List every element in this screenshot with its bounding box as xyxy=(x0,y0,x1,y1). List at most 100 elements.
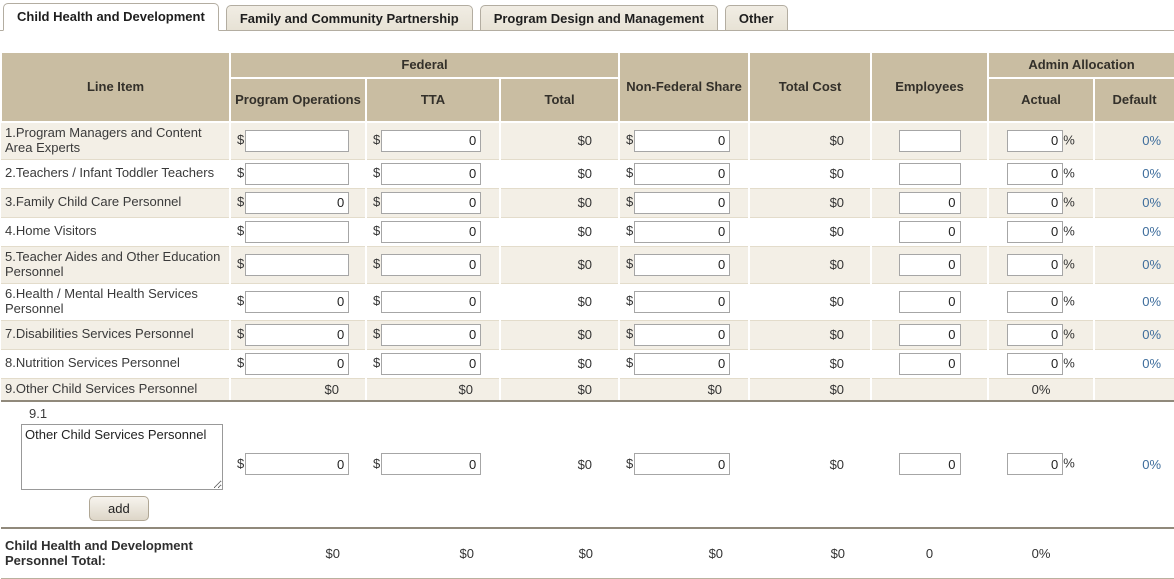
default-link[interactable]: 0% xyxy=(1142,133,1162,149)
tta-input[interactable] xyxy=(381,253,482,276)
default-link[interactable]: 0% xyxy=(1142,456,1162,472)
employees-input[interactable] xyxy=(898,352,961,375)
employees-total: 0 xyxy=(871,527,989,579)
tta-input[interactable] xyxy=(381,352,482,375)
default-link[interactable]: 0% xyxy=(1142,257,1162,273)
table-row: 7.Disabilities Services Personnel $ $ $0 $ $0… xyxy=(1,320,1174,350)
non-federal-share-input[interactable] xyxy=(634,129,731,152)
add-button[interactable]: add xyxy=(89,495,149,521)
default-allocation-cell: 0% xyxy=(1094,188,1174,218)
non-federal-share-input[interactable] xyxy=(634,323,731,346)
employees-cell xyxy=(871,320,990,350)
federal-total-value: $0 xyxy=(500,320,621,350)
actual-input[interactable] xyxy=(1007,220,1064,243)
non-federal-share-input[interactable] xyxy=(634,191,731,214)
program-operations-input[interactable] xyxy=(245,162,350,185)
program-operations-input[interactable] xyxy=(245,352,350,375)
actual-input[interactable] xyxy=(1007,323,1064,346)
default-link[interactable]: 0% xyxy=(1142,195,1162,211)
default-link[interactable]: 0% xyxy=(1142,224,1162,240)
non-federal-share-input[interactable] xyxy=(634,253,731,276)
default-link[interactable]: 0% xyxy=(1142,327,1162,343)
default-link[interactable]: 0% xyxy=(1142,356,1162,372)
employees-input[interactable] xyxy=(898,220,961,243)
actual-allocation-cell: % xyxy=(988,217,1096,247)
program-operations-input[interactable] xyxy=(245,453,350,476)
personnel-budget-table: Line Item Federal Non-Federal Share Tota… xyxy=(0,51,1174,579)
non-federal-share-input[interactable] xyxy=(634,352,731,375)
tta-input[interactable] xyxy=(381,162,482,185)
program-operations-input[interactable] xyxy=(245,290,350,313)
line-item-label: 9.Other Child Services Personnel xyxy=(1,378,231,402)
program-operations-input[interactable] xyxy=(245,220,350,243)
tta-input-cell: $ xyxy=(366,159,501,189)
total-cost-value: $0 xyxy=(749,122,873,160)
tta-input[interactable] xyxy=(381,129,482,152)
tta-input[interactable] xyxy=(381,323,482,346)
actual-input[interactable] xyxy=(1007,162,1064,185)
actual-allocation-cell: % xyxy=(988,320,1096,350)
dollar-sign: $ xyxy=(626,293,634,309)
tta-total: $0 xyxy=(366,527,500,579)
sub-line-item-row: 9.1 Other Child Services Personnel add $ $ $0… xyxy=(1,400,1174,529)
tab-family-and-community-partnership[interactable]: Family and Community Partnership xyxy=(225,5,473,31)
tta-input[interactable] xyxy=(381,453,482,476)
tta-input-cell: $ xyxy=(366,283,501,321)
program-operations-input-cell: $ xyxy=(230,400,367,529)
federal-total-value: $0 xyxy=(500,378,621,402)
tta-input[interactable] xyxy=(381,220,482,243)
federal-total-value: $0 xyxy=(500,246,621,284)
actual-input[interactable] xyxy=(1007,352,1064,375)
dollar-sign: $ xyxy=(373,455,381,471)
table-row: 5.Teacher Aides and Other Education Pers… xyxy=(1,246,1174,284)
default-link[interactable]: 0% xyxy=(1142,166,1162,182)
personnel-total-row: Child Health and Development Personnel T… xyxy=(1,527,1174,579)
employees-cell xyxy=(871,159,990,189)
non-federal-share-input[interactable] xyxy=(634,220,731,243)
tta-input[interactable] xyxy=(381,191,482,214)
non-federal-share-input[interactable] xyxy=(634,290,731,313)
tta-input-cell: $ xyxy=(366,188,501,218)
program-operations-input[interactable] xyxy=(245,323,350,346)
employees-input[interactable] xyxy=(898,162,961,185)
table-row: 8.Nutrition Services Personnel $ $ $0 $ $0% 0% xyxy=(1,349,1174,379)
tta-input[interactable] xyxy=(381,290,482,313)
program-operations-input[interactable] xyxy=(245,191,350,214)
tab-child-health-and-development[interactable]: Child Health and Development xyxy=(3,3,219,31)
percent-sign: % xyxy=(1063,223,1075,239)
employees-input[interactable] xyxy=(898,323,961,346)
col-group-admin-allocation: Admin Allocation xyxy=(987,51,1174,79)
percent-sign: % xyxy=(1063,326,1075,342)
employees-input[interactable] xyxy=(898,290,961,313)
program-operations-input-cell: $ xyxy=(230,122,367,160)
default-allocation-cell: 0% xyxy=(1094,320,1174,350)
employees-input[interactable] xyxy=(898,453,961,476)
program-operations-input[interactable] xyxy=(245,129,350,152)
actual-input[interactable] xyxy=(1007,290,1064,313)
program-operations-input[interactable] xyxy=(245,253,350,276)
table-row: 1.Program Managers and Content Area Expe… xyxy=(1,122,1174,160)
actual-input[interactable] xyxy=(1007,191,1064,214)
program-operations-input-cell: $ xyxy=(230,217,367,247)
tab-program-design-and-management[interactable]: Program Design and Management xyxy=(479,5,718,31)
employees-input[interactable] xyxy=(898,191,961,214)
actual-input[interactable] xyxy=(1007,253,1064,276)
percent-sign: % xyxy=(1063,194,1075,210)
employees-input[interactable] xyxy=(898,129,961,152)
employees-input[interactable] xyxy=(898,253,961,276)
non-federal-share-input[interactable] xyxy=(634,453,731,476)
non-federal-share-input[interactable] xyxy=(634,162,731,185)
actual-allocation-cell: % xyxy=(988,122,1096,160)
other-personnel-name-textarea[interactable]: Other Child Services Personnel xyxy=(21,423,223,490)
actual-input[interactable] xyxy=(1007,453,1064,476)
line-item-label: 3.Family Child Care Personnel xyxy=(1,188,231,218)
program-operations-total: $0 xyxy=(230,527,366,579)
dollar-sign: $ xyxy=(237,165,245,181)
actual-input[interactable] xyxy=(1007,129,1064,152)
tab-other[interactable]: Other xyxy=(724,5,788,31)
actual-allocation-total: 0% xyxy=(988,527,1095,579)
default-link[interactable]: 0% xyxy=(1142,294,1162,310)
dollar-sign: $ xyxy=(626,455,634,471)
dollar-sign: $ xyxy=(373,355,381,371)
